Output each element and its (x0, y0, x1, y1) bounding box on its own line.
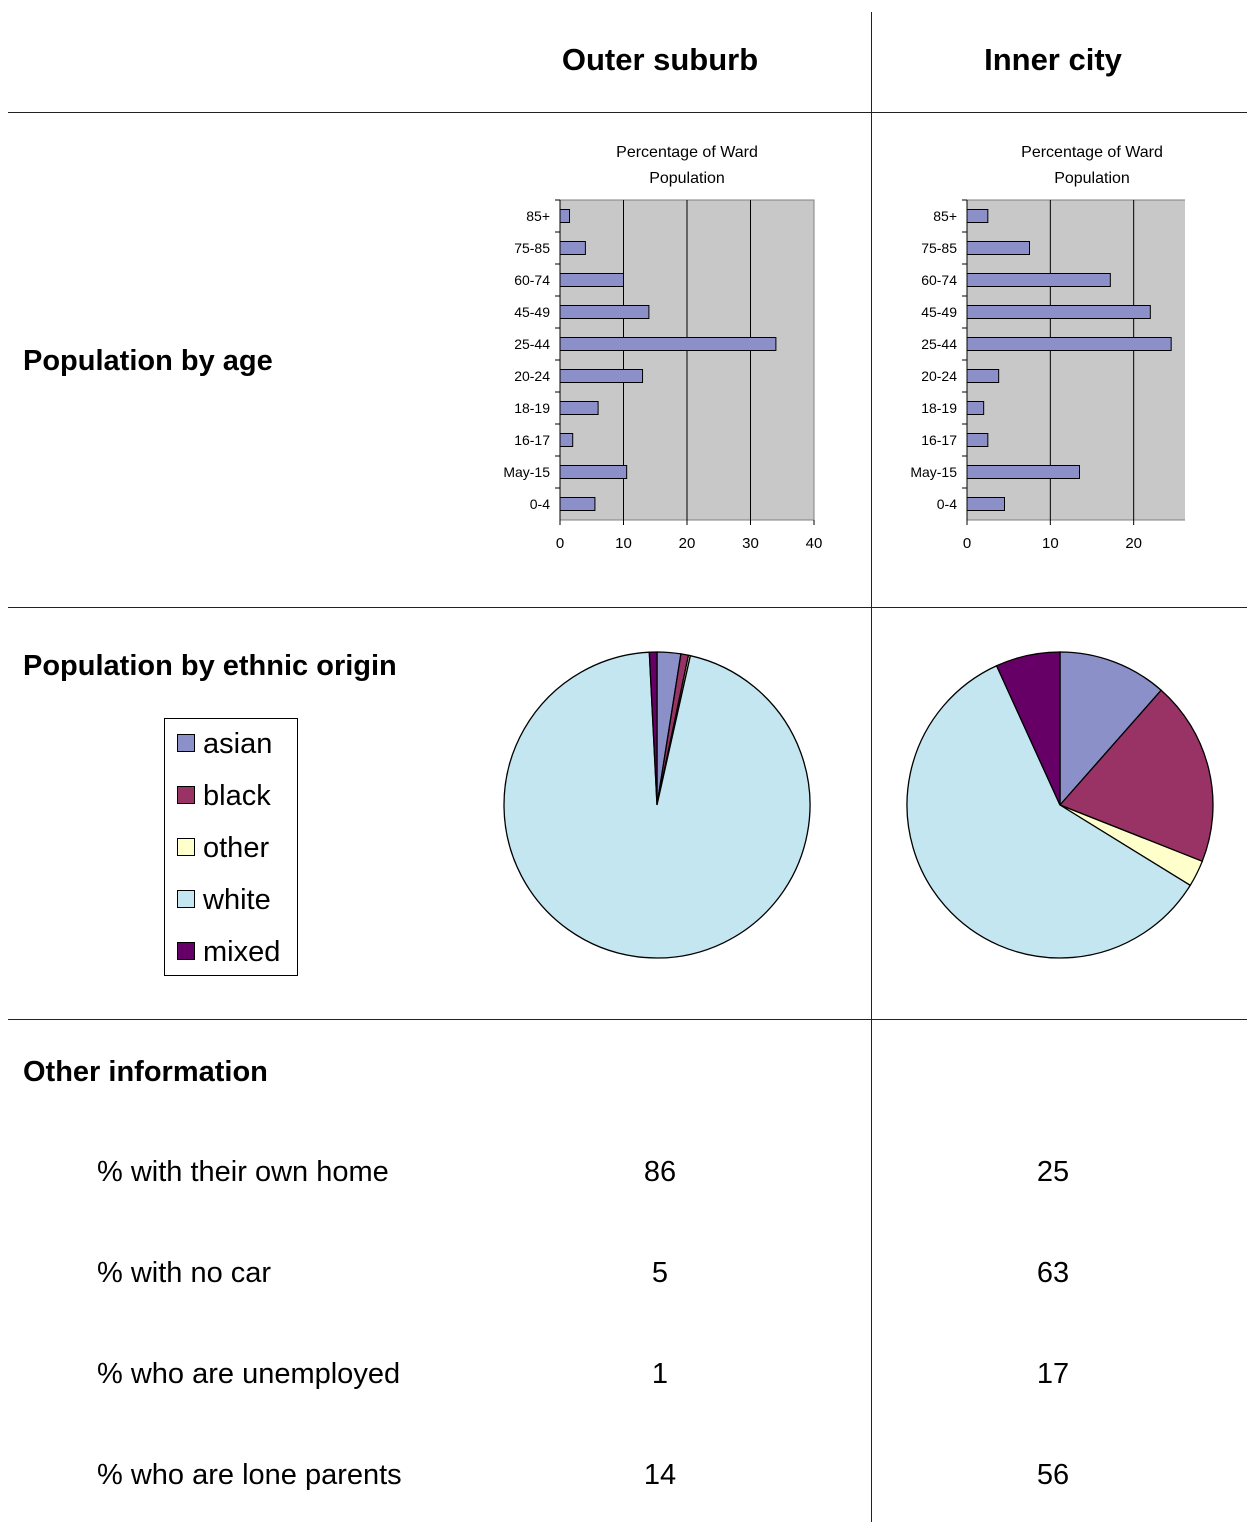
row-header-ethnic: Population by ethnic origin (23, 650, 397, 682)
y-tick-label: 75-85 (514, 240, 550, 256)
y-tick-label: 75-85 (921, 240, 957, 256)
pie-slice-asian (1059, 651, 1163, 807)
pie-slice-white (503, 651, 811, 959)
y-tick-label: 25-44 (921, 336, 957, 352)
y-tick-label: 18-19 (921, 400, 957, 416)
legend-item-black: black (177, 782, 271, 811)
column-header-inner-city: Inner city (984, 42, 1122, 77)
legend-label: asian (203, 728, 273, 760)
info-value-inner: 17 (1036, 1358, 1070, 1390)
y-tick-label: 45-49 (921, 304, 957, 320)
legend-swatch-other (177, 838, 195, 857)
info-value-outer: 1 (651, 1358, 669, 1390)
y-tick-label: 60-74 (514, 272, 550, 288)
info-label: % who are lone parents (97, 1459, 402, 1491)
info-value-inner: 56 (1036, 1459, 1070, 1491)
bar-45-49 (966, 305, 1151, 319)
header-divider (8, 112, 1247, 113)
legend-label: black (203, 780, 271, 812)
bar-25-44 (559, 337, 777, 351)
bar-May-15 (966, 465, 1080, 479)
legend-item-other: other (177, 834, 269, 863)
bar-May-15 (559, 465, 628, 479)
row-divider-age (8, 607, 1247, 608)
info-label: % with their own home (97, 1156, 389, 1188)
info-value-inner: 63 (1036, 1257, 1070, 1289)
column-header-outer-suburb: Outer suburb (561, 42, 759, 77)
x-tick-label: 10 (1042, 535, 1059, 552)
y-tick-label: May-15 (503, 464, 550, 480)
legend-item-asian: asian (177, 730, 272, 759)
row-divider-ethnic (8, 1019, 1247, 1020)
y-tick-label: 60-74 (921, 272, 957, 288)
legend-swatch-mixed (177, 942, 195, 961)
legend-label: white (203, 884, 271, 916)
y-tick-label: 20-24 (514, 368, 550, 384)
row-header-age: Population by age (23, 345, 273, 377)
bar-20-24 (559, 369, 644, 383)
bar-60-74 (966, 273, 1111, 287)
y-tick-label: 25-44 (514, 336, 550, 352)
x-tick-label: 30 (742, 535, 759, 552)
x-tick-label: 0 (556, 535, 564, 552)
y-tick-label: 20-24 (921, 368, 957, 384)
x-tick-label: 40 (806, 535, 823, 552)
bar-0-4 (966, 497, 1005, 511)
pie-slice-white (906, 664, 1192, 959)
bar-0-4 (559, 497, 596, 511)
bar-16-17 (966, 433, 989, 447)
info-value-outer: 14 (643, 1459, 677, 1491)
ethnic-pie-chart-inner (906, 651, 1214, 959)
info-label: % who are unemployed (97, 1358, 401, 1390)
y-tick-label: 16-17 (921, 432, 957, 448)
bar-18-19 (966, 401, 985, 415)
info-label: % with no car (97, 1257, 272, 1289)
y-tick-label: 85+ (526, 208, 550, 224)
age-bar-chart-inner: Percentage of WardPopulation010203085+75… (910, 144, 1185, 552)
y-tick-label: 0-4 (937, 496, 957, 512)
y-tick-label: 18-19 (514, 400, 550, 416)
bar-16-17 (559, 433, 574, 447)
bar-20-24 (966, 369, 1000, 383)
x-tick-label: 10 (615, 535, 632, 552)
row-header-other: Other information (23, 1056, 268, 1088)
legend-label: other (203, 832, 270, 864)
pie-slice-black (1058, 689, 1214, 863)
bar-25-44 (966, 337, 1172, 351)
bar-60-74 (559, 273, 624, 287)
info-value-outer: 86 (643, 1156, 677, 1188)
x-tick-label: 20 (679, 535, 696, 552)
y-tick-label: May-15 (910, 464, 957, 480)
bar-chart-title: Percentage of Ward Population (1021, 144, 1163, 187)
bar-85+ (559, 209, 571, 223)
legend-swatch-black (177, 786, 195, 805)
bar-85+ (966, 209, 989, 223)
legend-item-mixed: mixed (177, 938, 280, 967)
bar-chart-title: Percentage of Ward Population (616, 144, 758, 187)
legend-swatch-white (177, 890, 195, 909)
info-value-outer: 5 (651, 1257, 669, 1289)
legend-swatch-asian (177, 734, 195, 753)
bar-18-19 (559, 401, 599, 415)
y-tick-label: 0-4 (530, 496, 550, 512)
x-tick-label: 0 (963, 535, 971, 552)
legend-item-white: white (177, 886, 271, 915)
age-bar-chart-outer: Percentage of Ward Population 0 10 20 30 40 85+… (503, 144, 823, 552)
x-tick-label: 20 (1125, 535, 1142, 552)
pie-slice-mixed (648, 651, 658, 806)
bar-75-85 (966, 241, 1030, 255)
legend-label: mixed (203, 936, 281, 968)
y-tick-label: 45-49 (514, 304, 550, 320)
pie-slice-mixed (995, 651, 1061, 806)
info-value-inner: 25 (1036, 1156, 1070, 1188)
ethnic-legend: asian black other white mixed (164, 718, 298, 976)
y-tick-label: 85+ (933, 208, 957, 224)
bar-45-49 (559, 305, 650, 319)
ethnic-pie-chart-outer (503, 651, 811, 959)
column-divider (871, 12, 872, 1522)
y-tick-label: 16-17 (514, 432, 550, 448)
bar-75-85 (559, 241, 586, 255)
